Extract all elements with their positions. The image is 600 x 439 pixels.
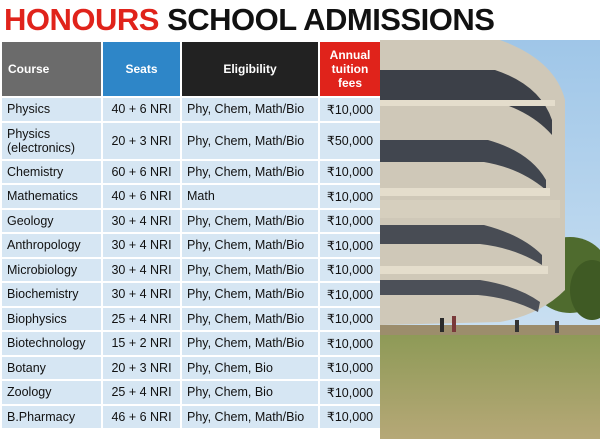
column-header-eligibility: Eligibility	[180, 40, 320, 98]
course-cell: Biophysics	[0, 305, 103, 332]
eligibility-cell: Phy, Chem, Math/Bio	[180, 281, 320, 308]
course-cell: Mathematics	[0, 183, 103, 210]
table-row: Geology 30 + 4 NRI Phy, Chem, Math/Bio ₹…	[0, 207, 382, 234]
table-row: Biochemistry 30 + 4 NRI Phy, Chem, Math/…	[0, 281, 382, 308]
seats-cell: 46 + 6 NRI	[101, 403, 182, 430]
fees-cell: ₹10,000	[318, 256, 382, 283]
course-cell: B.Pharmacy	[0, 403, 103, 430]
seats-cell: 20 + 3 NRI	[101, 120, 182, 161]
fees-cell: ₹10,000	[318, 379, 382, 406]
course-cell: Biotechnology	[0, 330, 103, 357]
admissions-table: Course Seats Eligibility Annual tuition …	[0, 40, 382, 430]
headline-text: HONOURS SCHOOL ADMISSIONS	[4, 2, 495, 38]
seats-cell: 60 + 6 NRI	[101, 158, 182, 185]
fees-cell: ₹10,000	[318, 403, 382, 430]
table-row: Botany 20 + 3 NRI Phy, Chem, Bio ₹10,000	[0, 354, 382, 381]
eligibility-cell: Phy, Chem, Math/Bio	[180, 330, 320, 357]
table-row: Physics (electronics) 20 + 3 NRI Phy, Ch…	[0, 120, 382, 161]
headline-part1: HONOURS	[4, 2, 159, 37]
seats-cell: 40 + 6 NRI	[101, 96, 182, 123]
seats-cell: 30 + 4 NRI	[101, 232, 182, 259]
seats-cell: 40 + 6 NRI	[101, 183, 182, 210]
headline: HONOURS SCHOOL ADMISSIONS	[0, 0, 600, 40]
eligibility-cell: Phy, Chem, Math/Bio	[180, 96, 320, 123]
seats-cell: 25 + 4 NRI	[101, 305, 182, 332]
course-cell: Physics (electronics)	[0, 120, 103, 161]
lawn	[380, 335, 600, 439]
seats-cell: 30 + 4 NRI	[101, 256, 182, 283]
building-illustration	[380, 40, 600, 439]
table-row: Physics 40 + 6 NRI Phy, Chem, Math/Bio ₹…	[0, 96, 382, 123]
seats-cell: 20 + 3 NRI	[101, 354, 182, 381]
table-row: Anthropology 30 + 4 NRI Phy, Chem, Math/…	[0, 232, 382, 259]
building-photo	[380, 40, 600, 439]
course-cell: Geology	[0, 207, 103, 234]
table-row: Zoology 25 + 4 NRI Phy, Chem, Bio ₹10,00…	[0, 379, 382, 406]
table-row: Biophysics 25 + 4 NRI Phy, Chem, Math/Bi…	[0, 305, 382, 332]
seats-cell: 30 + 4 NRI	[101, 281, 182, 308]
fees-cell: ₹10,000	[318, 305, 382, 332]
eligibility-cell: Phy, Chem, Math/Bio	[180, 256, 320, 283]
fees-cell: ₹10,000	[318, 354, 382, 381]
fees-cell: ₹10,000	[318, 330, 382, 357]
eligibility-cell: Phy, Chem, Bio	[180, 379, 320, 406]
fees-cell: ₹10,000	[318, 281, 382, 308]
building	[380, 40, 565, 325]
eligibility-cell: Phy, Chem, Math/Bio	[180, 120, 320, 161]
fees-cell: ₹10,000	[318, 158, 382, 185]
seats-cell: 30 + 4 NRI	[101, 207, 182, 234]
headline-part2: SCHOOL ADMISSIONS	[167, 2, 495, 37]
column-header-fees: Annual tuition fees	[318, 40, 382, 98]
walkway	[380, 325, 600, 335]
eligibility-cell: Phy, Chem, Bio	[180, 354, 320, 381]
table-header-row: Course Seats Eligibility Annual tuition …	[0, 40, 382, 98]
course-cell: Anthropology	[0, 232, 103, 259]
fees-cell: ₹10,000	[318, 207, 382, 234]
table-row: Microbiology 30 + 4 NRI Phy, Chem, Math/…	[0, 256, 382, 283]
fees-cell: ₹10,000	[318, 183, 382, 210]
fees-cell: ₹50,000	[318, 120, 382, 161]
eligibility-cell: Phy, Chem, Math/Bio	[180, 403, 320, 430]
eligibility-cell: Phy, Chem, Math/Bio	[180, 232, 320, 259]
course-cell: Chemistry	[0, 158, 103, 185]
course-cell: Zoology	[0, 379, 103, 406]
table-row: Chemistry 60 + 6 NRI Phy, Chem, Math/Bio…	[0, 158, 382, 185]
course-cell: Microbiology	[0, 256, 103, 283]
fees-cell: ₹10,000	[318, 96, 382, 123]
eligibility-cell: Math	[180, 183, 320, 210]
table-row: Biotechnology 15 + 2 NRI Phy, Chem, Math…	[0, 330, 382, 357]
people	[440, 316, 559, 333]
eligibility-cell: Phy, Chem, Math/Bio	[180, 158, 320, 185]
table-row: B.Pharmacy 46 + 6 NRI Phy, Chem, Math/Bi…	[0, 403, 382, 430]
seats-cell: 15 + 2 NRI	[101, 330, 182, 357]
course-cell: Physics	[0, 96, 103, 123]
course-cell: Biochemistry	[0, 281, 103, 308]
column-header-course: Course	[0, 40, 103, 98]
eligibility-cell: Phy, Chem, Math/Bio	[180, 207, 320, 234]
seats-cell: 25 + 4 NRI	[101, 379, 182, 406]
fees-cell: ₹10,000	[318, 232, 382, 259]
eligibility-cell: Phy, Chem, Math/Bio	[180, 305, 320, 332]
table-row: Mathematics 40 + 6 NRI Math ₹10,000	[0, 183, 382, 210]
course-cell: Botany	[0, 354, 103, 381]
column-header-seats: Seats	[101, 40, 182, 98]
admissions-table-container: Course Seats Eligibility Annual tuition …	[0, 40, 382, 439]
